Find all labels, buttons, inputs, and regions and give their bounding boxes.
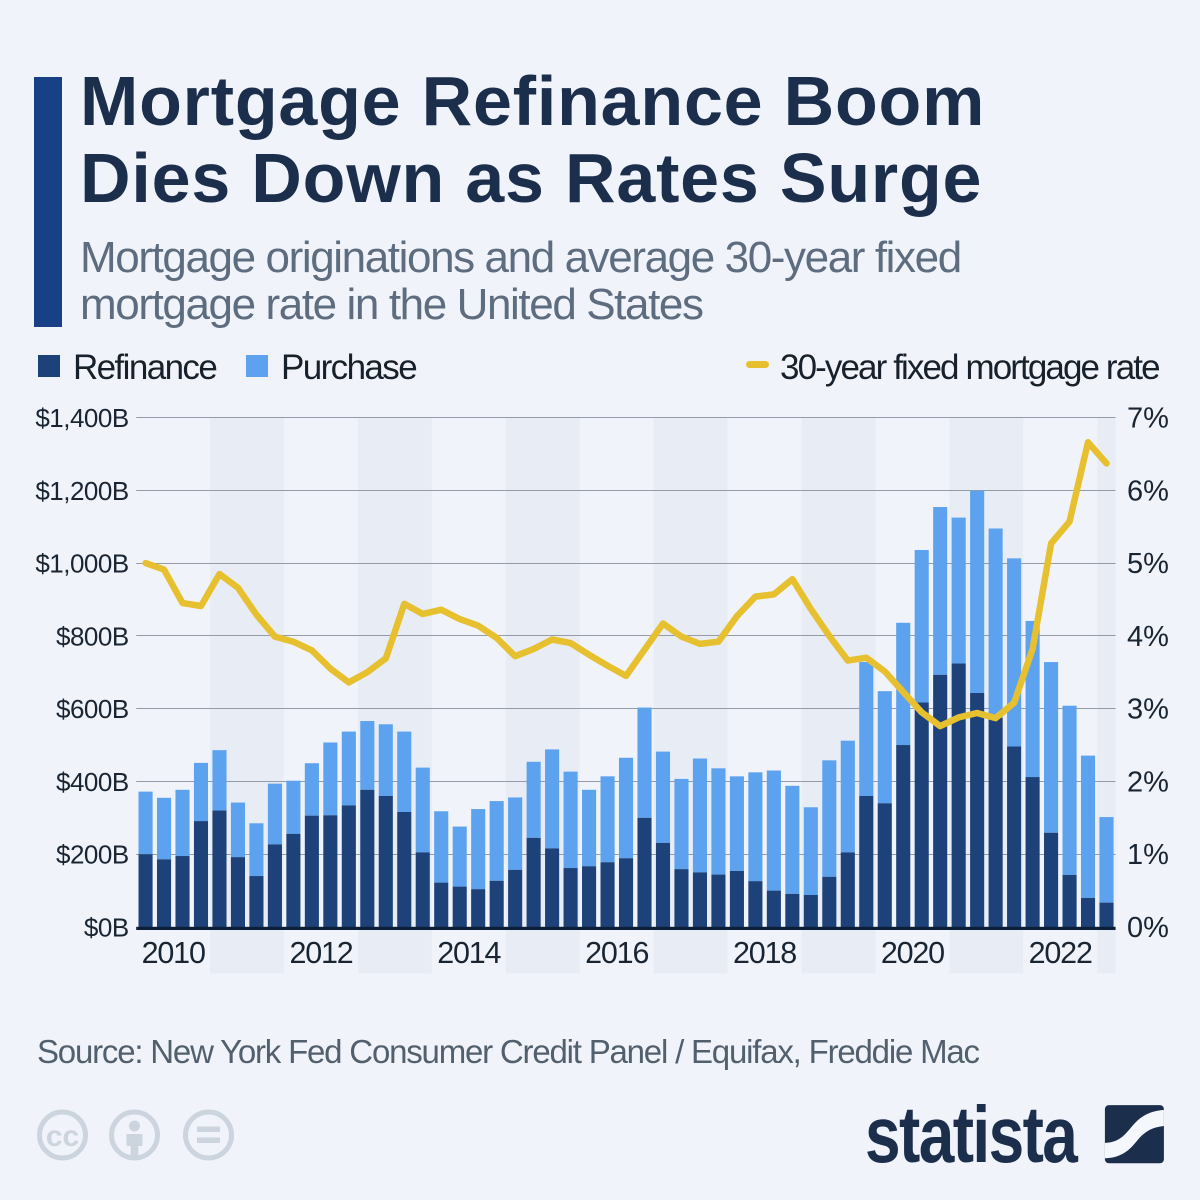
svg-text:$1,000B: $1,000B (35, 549, 128, 579)
svg-text:cc: cc (46, 1120, 79, 1153)
svg-text:4%: 4% (1127, 621, 1169, 653)
svg-text:2018: 2018 (733, 936, 796, 970)
svg-text:$800B: $800B (56, 621, 129, 651)
svg-text:0%: 0% (1127, 912, 1169, 944)
svg-text:2010: 2010 (142, 936, 205, 970)
svg-text:1%: 1% (1127, 839, 1169, 871)
svg-text:$0B: $0B (84, 913, 129, 943)
svg-text:5%: 5% (1127, 548, 1169, 580)
svg-text:2020: 2020 (881, 936, 944, 970)
svg-text:2016: 2016 (585, 936, 648, 970)
svg-text:3%: 3% (1127, 694, 1169, 726)
svg-text:$400B: $400B (56, 767, 129, 797)
svg-text:$600B: $600B (56, 694, 129, 724)
svg-text:2%: 2% (1127, 766, 1169, 798)
svg-text:$200B: $200B (56, 840, 129, 870)
svg-text:6%: 6% (1127, 475, 1169, 507)
svg-text:$1,400B: $1,400B (35, 403, 128, 433)
svg-text:2014: 2014 (437, 936, 501, 970)
svg-text:2022: 2022 (1029, 936, 1092, 970)
svg-text:$1,200B: $1,200B (35, 476, 128, 506)
svg-text:2012: 2012 (289, 936, 352, 970)
svg-text:7%: 7% (1127, 403, 1169, 435)
